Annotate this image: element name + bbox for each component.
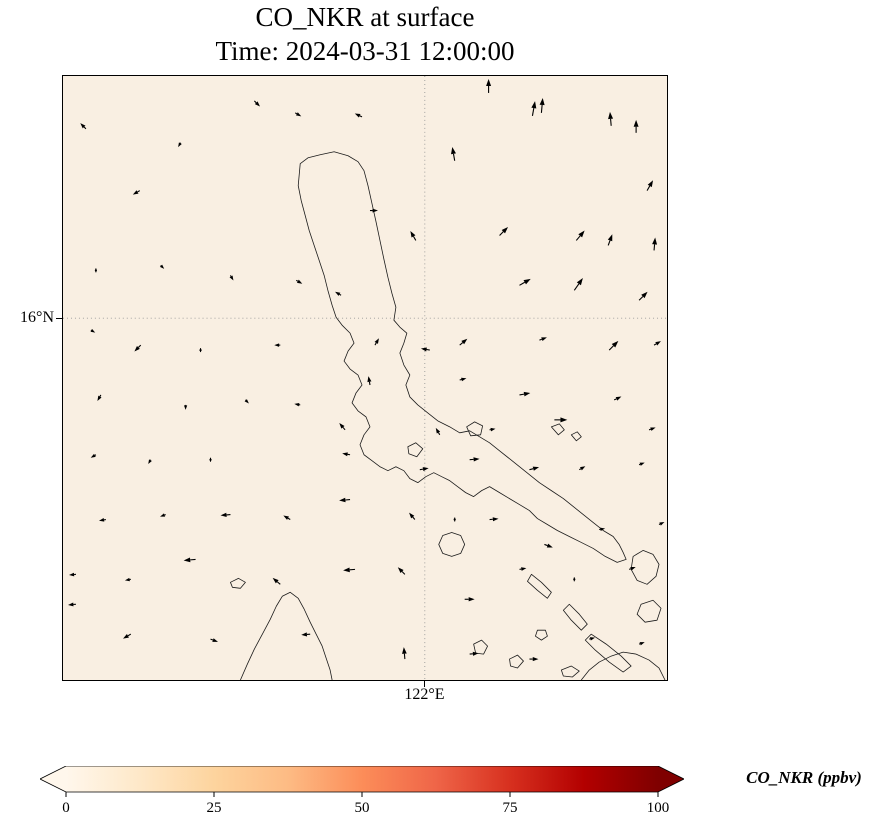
colorbar-tick-label-3: 75	[502, 800, 518, 816]
colorbar-tick-label-1: 25	[206, 800, 222, 816]
lon-tick-mark	[424, 681, 425, 687]
colorbar-tick-label-2: 50	[354, 800, 370, 816]
colorbar-label: CO_NKR (ppbv)	[746, 768, 862, 787]
lat-tick-mark	[56, 318, 62, 319]
colorbar-tick-label-0: 0	[62, 800, 70, 816]
lon-tick-label: 122°E	[404, 686, 445, 703]
colorbar-tick-marks	[65, 792, 659, 797]
colorbar-tick-label-4: 100	[646, 800, 670, 816]
figure-title: CO_NKR at surface	[255, 2, 475, 32]
colorbar: 0 25 50 75 100	[39, 765, 685, 820]
colorbar-canvas	[39, 765, 685, 797]
lat-tick-label: 16°N	[20, 309, 54, 326]
map-panel	[62, 75, 668, 681]
figure-subtitle: Time: 2024-03-31 12:00:00	[215, 36, 515, 66]
map-canvas	[63, 76, 667, 680]
colorbar-bar	[39, 765, 685, 793]
